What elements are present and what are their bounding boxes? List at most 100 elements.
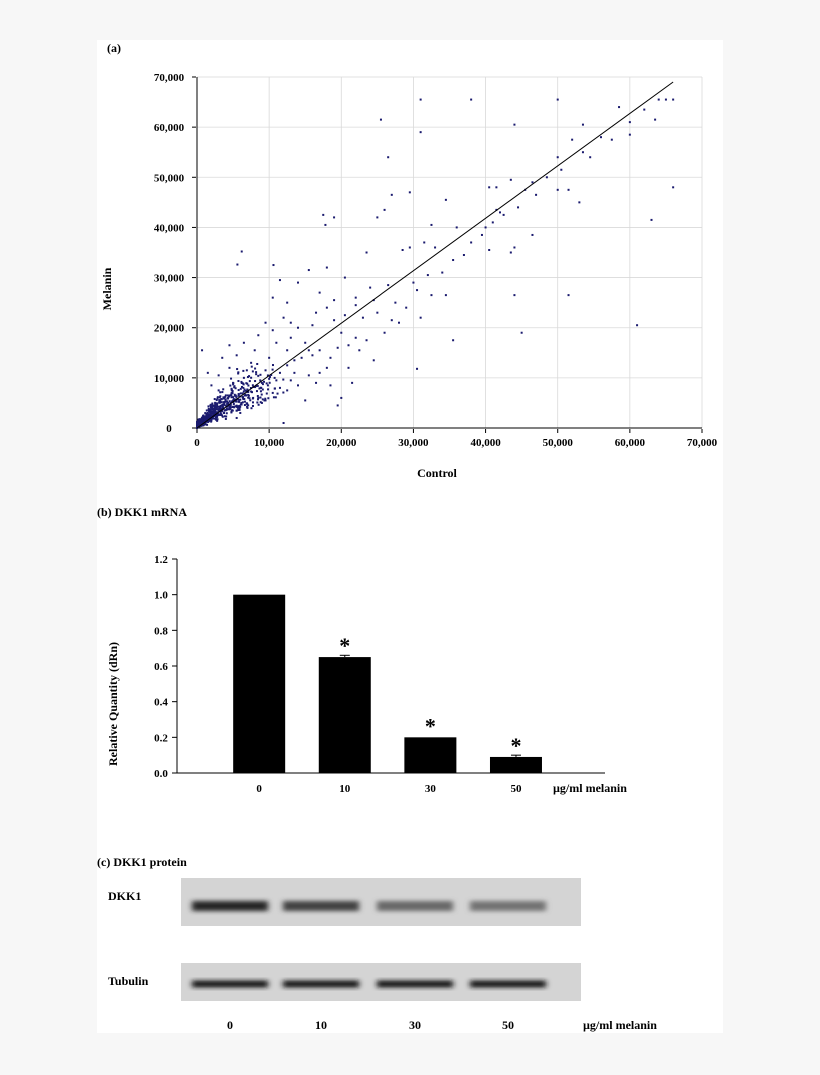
significance-marker: *: [510, 733, 521, 758]
y-tick-label: 10,000: [154, 373, 185, 385]
scatter-point: [261, 398, 264, 401]
scatter-point: [390, 319, 393, 322]
scatter-point: [207, 407, 210, 410]
scatter-point: [246, 405, 249, 408]
scatter-point: [365, 339, 368, 342]
blot-unit-label: µg/ml melanin: [583, 1018, 657, 1032]
scatter-point: [235, 396, 238, 399]
scatter-point: [311, 354, 314, 357]
y-tick-label: 20,000: [154, 323, 185, 335]
scatter-point: [212, 408, 215, 411]
scatter-point: [222, 401, 225, 404]
bar: [404, 737, 457, 773]
scatter-point: [249, 399, 252, 402]
scatter-point: [672, 186, 675, 189]
lane-label: 0: [227, 1018, 233, 1032]
scatter-point: [266, 374, 269, 377]
scatter-point: [227, 396, 230, 399]
scatter-point: [232, 382, 235, 385]
scatter-point: [243, 394, 246, 397]
scatter-point: [567, 294, 570, 297]
scatter-point: [517, 206, 520, 209]
scatter-point: [219, 399, 222, 402]
scatter-point: [259, 373, 262, 376]
scatter-point: [300, 356, 303, 359]
scatter-point: [217, 374, 220, 377]
scatter-points: [196, 98, 675, 429]
scatter-point: [216, 405, 219, 408]
x-tick-label: 30,000: [398, 437, 429, 449]
scatter-point: [412, 281, 415, 284]
scatter-point: [210, 420, 213, 423]
scatter-point: [260, 381, 263, 384]
scatter-point: [311, 324, 314, 327]
scatter-point: [259, 396, 262, 399]
scatter-point: [237, 389, 240, 392]
blot-band: [377, 980, 453, 988]
scatter-point: [230, 394, 233, 397]
scatter-point: [235, 354, 238, 357]
scatter-point: [423, 241, 426, 244]
figure-svg: (a) 0 0 10,000 10,000 20,000 20,000 30,000 30,0…: [97, 41, 718, 1032]
scatter-point: [213, 412, 216, 415]
scatter-point: [232, 398, 235, 401]
scatter-point: [196, 423, 199, 426]
scatter-point: [242, 376, 245, 379]
scatter-point: [289, 321, 292, 324]
scatter-point: [221, 356, 224, 359]
scatter-point: [369, 286, 372, 289]
scatter-point: [273, 376, 276, 379]
scatter-point: [275, 379, 278, 382]
scatter-point: [383, 208, 386, 211]
scatter-point: [233, 386, 236, 389]
scatter-point: [239, 398, 242, 401]
scatter-point: [282, 421, 285, 424]
scatter-point: [286, 364, 289, 367]
scatter-point: [246, 376, 249, 379]
scatter-point: [246, 382, 249, 385]
scatter-point: [278, 371, 281, 374]
scatter-point: [322, 213, 325, 216]
scatter-point: [401, 248, 404, 251]
scatter-point: [231, 391, 234, 394]
scatter-point: [212, 411, 215, 414]
scatter-point: [216, 397, 219, 400]
scatter-point: [455, 226, 458, 229]
scatter-point: [216, 419, 219, 422]
scatter-point: [600, 136, 602, 139]
scatter-point: [282, 316, 285, 319]
scatter-point: [560, 168, 563, 171]
scatter-point: [234, 405, 237, 408]
scatter-point: [545, 176, 548, 179]
scatter-point: [241, 395, 244, 398]
scatter-point: [238, 400, 241, 403]
scatter-point: [268, 375, 271, 378]
blot-band: [470, 901, 546, 911]
scatter-point: [256, 362, 259, 365]
scatter-point: [200, 419, 203, 422]
scatter-point: [264, 369, 267, 372]
scatter-point: [214, 401, 217, 404]
scatter-point: [237, 409, 240, 412]
scatter-point: [247, 394, 250, 397]
scatter-point: [376, 311, 379, 314]
scatter-point: [220, 413, 223, 416]
scatter-point: [228, 408, 231, 411]
scatter-point: [267, 388, 270, 391]
scatter-point: [211, 417, 214, 420]
scatter-point: [297, 384, 299, 387]
panel-b-label: (b) DKK1 mRNA: [97, 505, 187, 519]
scatter-grid: [196, 76, 703, 429]
scatter-point: [202, 423, 205, 426]
scatter-point: [254, 385, 257, 388]
lane-label: 50: [502, 1018, 514, 1032]
blot-band: [470, 980, 546, 988]
scatter-point: [222, 397, 225, 400]
scatter-point: [234, 394, 237, 397]
scatter-point: [318, 349, 321, 352]
scatter-point: [230, 411, 233, 414]
scatter-point: [237, 372, 240, 375]
bar: [318, 657, 371, 773]
scatter-point: [209, 415, 212, 418]
scatter-point: [231, 400, 234, 403]
